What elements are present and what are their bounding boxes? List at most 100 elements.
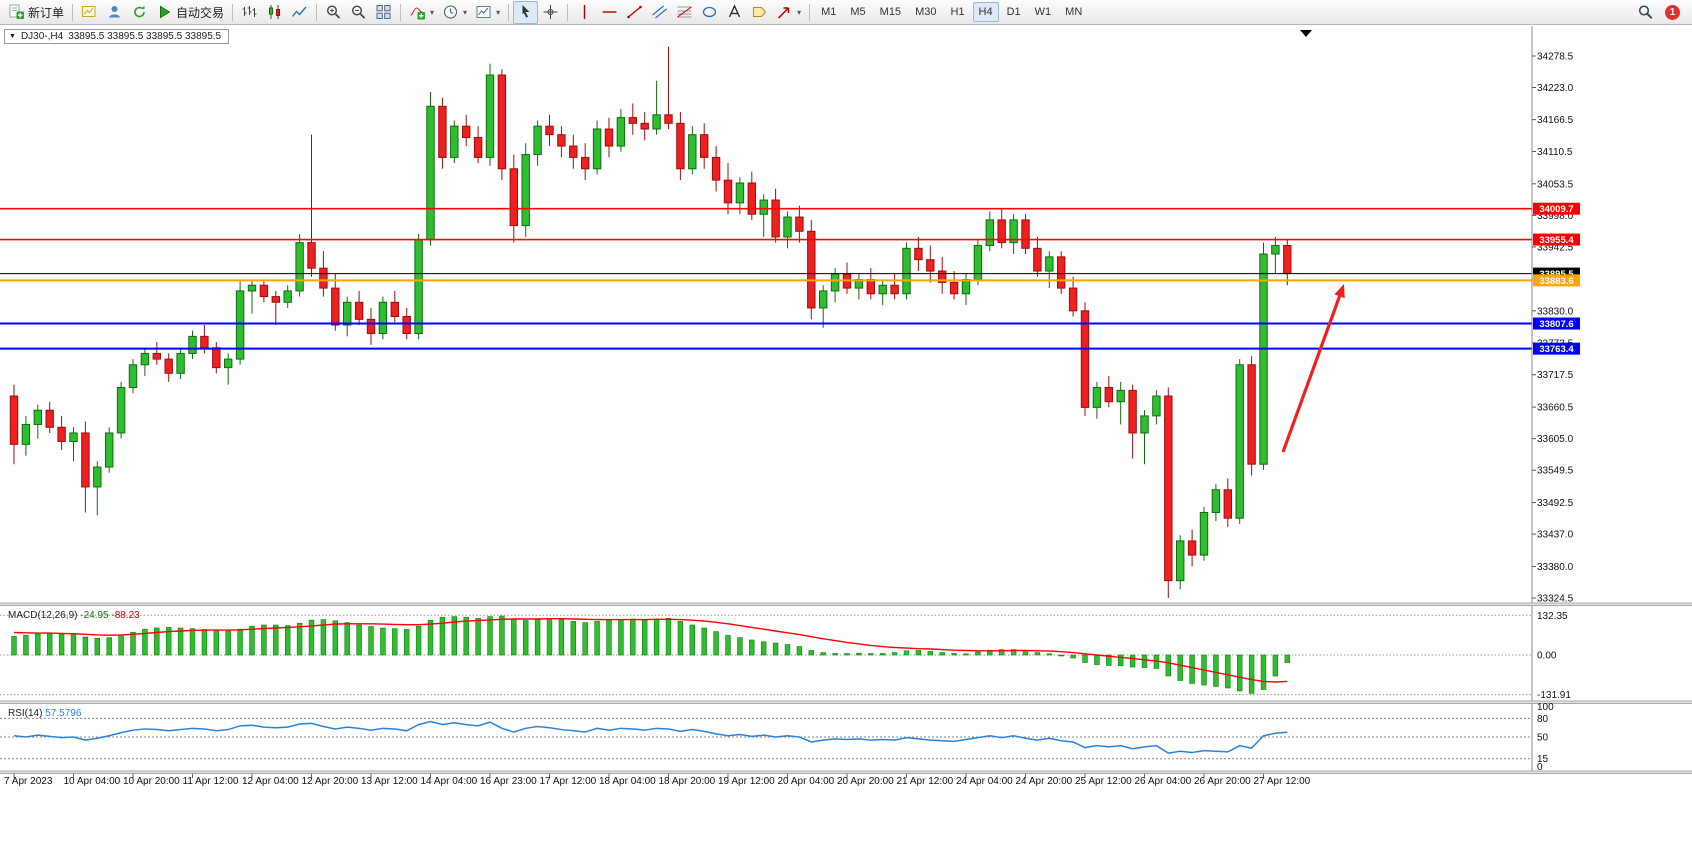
new-chart-button[interactable] [77,1,102,24]
label-button[interactable] [747,1,772,24]
macd-histogram-bar [1248,654,1255,694]
chevron-down-icon: ▼ [9,33,16,40]
time-tick-label: 25 Apr 12:00 [1075,776,1132,787]
candlestick-button[interactable] [262,1,287,24]
macd-histogram-bar [546,618,553,656]
chart-tab[interactable]: ▼ DJ30-,H4 33895.5 33895.5 33895.5 33895… [4,29,230,44]
candle-body [711,156,721,181]
horizontal-line-button[interactable] [597,1,622,24]
candle-body [783,216,792,238]
macd-histogram-bar [511,618,517,656]
support-line-lower-label-box [1533,342,1580,355]
candle-body [1009,219,1018,244]
candle-body [1152,395,1161,417]
refresh-icon [131,4,148,20]
notification-badge[interactable]: 1 [1665,4,1680,20]
candle-body [235,290,245,360]
fibonacci-button[interactable] [672,1,697,24]
macd-histogram-bar [58,633,65,656]
candle-body [616,117,626,147]
vertical-line-button[interactable] [572,1,597,24]
candle-body [949,281,959,295]
shapes-button[interactable] [697,1,722,24]
chevron-down-icon[interactable]: ▾ [496,7,501,17]
pane-splitter[interactable] [0,771,1692,774]
chevron-down-icon[interactable]: ▾ [797,7,802,17]
timeframe-button-h1[interactable]: H1 [950,6,965,18]
timeframe-button-m5[interactable]: M5 [850,6,866,18]
macd-histogram-bar [570,621,577,656]
rsi-line [13,720,1288,754]
text-button[interactable] [722,1,747,24]
timeframe-button-m30[interactable]: M30 [915,6,937,18]
macd-histogram-bar [11,636,17,656]
candle-body [914,247,923,261]
zoom-in-button[interactable] [321,1,346,24]
macd-histogram-bar [1094,654,1100,665]
timeframe-button-m1[interactable]: M1 [821,6,837,18]
indicators-button[interactable]: ▾ [405,1,438,24]
price-tick-label: 33492.5 [1537,498,1574,509]
tile-windows-button[interactable] [371,1,396,24]
search-button[interactable] [1633,1,1658,24]
price-axis[interactable]: 34278.5 34223.0 34166.5 34110.5 34053.5 33998… [1532,52,1580,605]
candle-body [1259,253,1268,465]
toolbar-separator [508,3,510,21]
macd-histogram-bar [820,652,826,656]
arrows-button[interactable]: ▾ [772,1,805,24]
candle-body [676,122,685,170]
text-icon [726,4,743,20]
time-axis[interactable]: 7 Apr 2023 10 Apr 04:00 10 Apr 20:00 11 Apr… [4,773,1311,788]
candle-body [343,301,352,326]
pane-splitter[interactable] [0,603,1692,606]
toolbar-separator [809,3,811,21]
price-tick-label: 34278.5 [1537,52,1574,63]
price-tick-label: 33549.5 [1537,466,1574,477]
shapes-icon [701,4,718,20]
timeframe-button-m15[interactable]: M15 [879,6,902,18]
bar-chart-button[interactable] [237,1,262,24]
candle-body [604,128,614,147]
new-order-button[interactable]: 新订单 [4,1,68,24]
cursor-button[interactable] [513,0,539,24]
trendline-button[interactable] [622,1,647,24]
timeframe-button-d1[interactable]: D1 [1006,6,1021,18]
macd-caption: MACD(12,26,9) -24.95 -88.23 [8,610,140,621]
periods-button[interactable]: ▾ [438,1,471,24]
pane-splitter[interactable] [0,701,1692,704]
rsi-tick-label: 0 [1537,762,1543,773]
candle-body [438,105,447,158]
chevron-down-icon[interactable]: ▾ [463,7,468,17]
zoom-out-button[interactable] [346,1,371,24]
auto-trading-button[interactable]: 自动交易 [152,1,228,24]
price-chart[interactable]: 34278.5 34223.0 34166.5 34110.5 34053.5 33998… [0,26,1692,855]
macd-tick-label: 0.00 [1537,651,1557,662]
macd-histogram-bar [142,628,148,656]
channel-button[interactable] [647,1,672,24]
crosshair-button[interactable] [538,1,563,24]
line-chart-button[interactable] [287,1,312,24]
profiles-button[interactable] [102,1,127,24]
toolbar-right-group: 1 [1633,1,1688,24]
timeframe-button-mn[interactable]: MN [1065,6,1083,18]
candle-body [33,409,42,425]
chart-shift-marker[interactable] [1300,30,1312,37]
macd-histogram-bar [320,619,327,656]
macd-histogram-bar [653,618,660,656]
pivot-line-label-box [1533,274,1580,287]
templates-button[interactable]: ▾ [471,1,504,24]
macd-histogram-bar [725,635,731,656]
time-tick-label: 18 Apr 04:00 [599,776,656,787]
candle-body [938,270,947,283]
macd-histogram-bar [118,634,124,656]
refresh-button[interactable] [127,1,152,24]
trend-arrow-annotation[interactable] [1281,284,1345,453]
candle-body [509,168,519,227]
timeframe-button-h4[interactable]: H4 [972,2,999,22]
time-tick-label: 17 Apr 12:00 [540,776,597,787]
macd-histogram-bar [1129,654,1136,668]
chevron-down-icon[interactable]: ▾ [430,7,435,17]
macd-histogram-bar [749,639,755,656]
timeframe-button-w1[interactable]: W1 [1034,6,1052,18]
macd-histogram-bar [1225,654,1231,689]
